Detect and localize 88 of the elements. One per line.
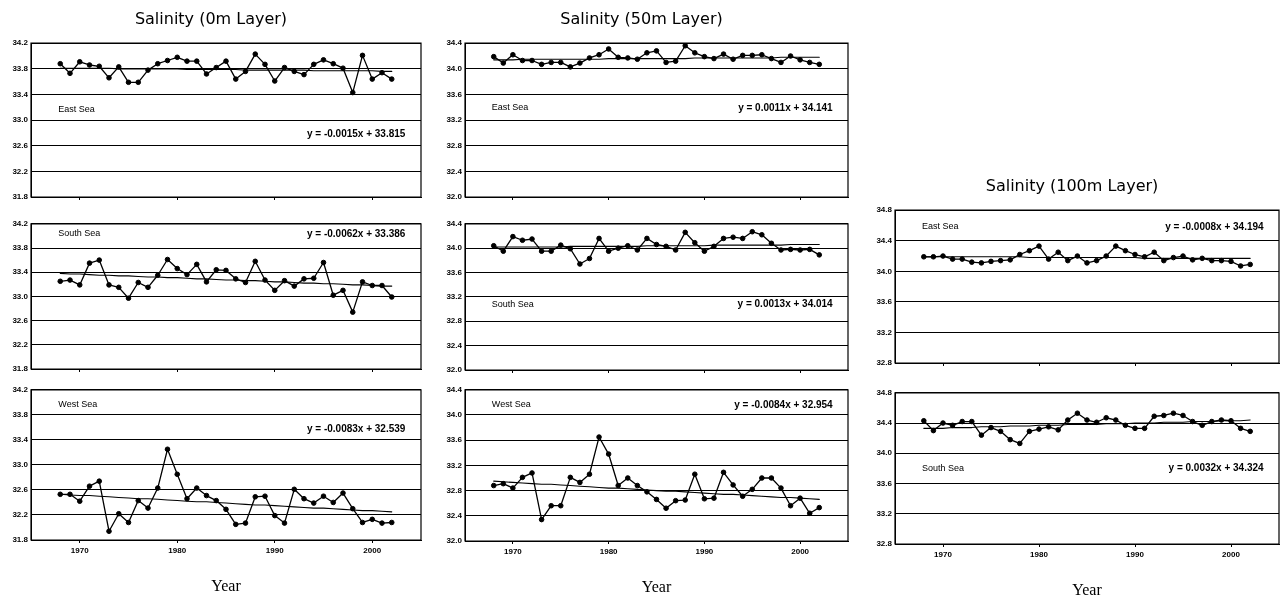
y-tick-label: 32.0 [446,536,463,546]
x-tick-label: 2000 [363,546,382,555]
y-tick-label: 34.4 [446,385,463,394]
y-tick-label: 33.2 [446,460,463,470]
x-tick-label: 1970 [503,547,523,556]
y-tick-label: 32.8 [446,140,463,150]
y-tick-label: 33.2 [876,327,893,337]
x-axis-title: Year [211,576,242,594]
annotation: West Sea [58,399,98,410]
y-tick-label: 32.4 [446,511,463,520]
annotation: East Sea [491,102,529,113]
x-tick-label: 2000 [791,547,810,556]
y-tick-label: 34.4 [446,38,463,48]
x-tick-label: 1970 [70,546,90,555]
y-tick-label: 32.6 [12,485,29,495]
annotation: y = 0.0032x + 34.324 [1168,462,1265,474]
annotation: East Sea [58,103,95,114]
y-tick-label: 34.0 [876,448,893,458]
annotation: East Sea [921,221,959,232]
y-tick-label: 34.0 [876,266,893,276]
x-tick-label: 1990 [695,547,714,556]
annotation: South Sea [921,462,964,473]
annotation: y = -0.0015x + 33.815 [306,127,406,139]
y-tick-label: 33.0 [12,115,29,125]
x-axis-title: Year [641,577,672,595]
y-tick-label: 32.0 [446,365,463,375]
y-tick-label: 33.6 [876,297,893,307]
y-tick-label: 33.6 [446,435,463,445]
annotation: y = -0.0083x + 32.539 [306,422,406,434]
y-tick-label: 34.2 [12,38,29,48]
y-tick-label: 33.6 [446,89,463,99]
annotation: South Sea [58,228,101,239]
y-tick-label: 32.8 [446,316,463,326]
y-tick-label: 32.2 [12,166,29,176]
y-tick-label: 32.8 [876,539,893,549]
y-tick-label: 32.6 [12,140,29,150]
y-tick-label: 34.2 [12,219,29,228]
y-tick-label: 33.4 [12,89,29,99]
annotation: West Sea [491,399,531,410]
y-tick-label: 33.8 [12,243,29,253]
y-tick-label: 33.0 [12,291,29,301]
y-tick-label: 34.8 [876,388,893,397]
x-tick-label: 1980 [599,547,619,556]
y-tick-label: 32.4 [446,166,463,176]
y-tick-label: 34.4 [876,418,893,428]
x-tick-label: 1990 [265,546,285,555]
y-tick-label: 34.4 [876,235,893,245]
x-tick-label: 1980 [168,546,187,555]
y-tick-label: 33.2 [876,508,893,518]
y-tick-label: 33.4 [12,267,29,277]
y-tick-label: 32.0 [446,192,463,202]
y-tick-label: 34.4 [446,219,463,228]
chart-title: Salinity (50m Layer) [560,8,723,28]
y-tick-label: 31.8 [12,192,29,202]
y-tick-label: 32.8 [446,485,463,495]
y-tick-label: 31.8 [12,364,29,374]
annotation: y = -0.0084x + 32.954 [734,398,834,410]
y-tick-label: 31.8 [12,535,29,545]
y-tick-label: 32.2 [12,340,29,349]
y-tick-label: 32.4 [446,340,463,350]
x-tick-label: 1980 [1030,550,1049,559]
x-axis-title: Year [1072,580,1103,598]
y-tick-label: 33.0 [12,460,29,470]
annotation: South Sea [491,298,534,309]
x-tick-label: 2000 [1222,550,1241,559]
y-tick-label: 32.6 [12,315,29,325]
y-tick-label: 34.2 [12,385,29,394]
y-tick-label: 33.8 [12,64,29,74]
y-tick-label: 33.4 [12,435,29,445]
y-tick-label: 34.0 [446,243,463,253]
y-tick-label: 34.0 [446,410,463,420]
y-tick-label: 32.8 [876,358,893,368]
y-tick-label: 32.2 [12,510,29,520]
annotation: y = -0.0008x + 34.194 [1165,220,1265,232]
annotation: y = 0.0011x + 34.141 [738,101,834,113]
chart-title: Salinity (0m Layer) [134,8,288,28]
y-tick-label: 34.8 [876,205,893,215]
chart-title: Salinity (100m Layer) [985,175,1159,195]
x-tick-label: 1990 [1126,550,1145,559]
y-tick-label: 33.2 [446,115,463,125]
y-tick-label: 33.6 [876,478,893,488]
y-tick-label: 33.6 [446,267,463,277]
annotation: y = -0.0062x + 33.386 [306,227,406,239]
y-tick-label: 34.0 [446,64,463,74]
x-tick-label: 1970 [934,550,953,559]
annotation: y = 0.0013x + 34.014 [737,297,834,309]
y-tick-label: 33.8 [12,410,29,420]
y-tick-label: 33.2 [446,292,463,302]
